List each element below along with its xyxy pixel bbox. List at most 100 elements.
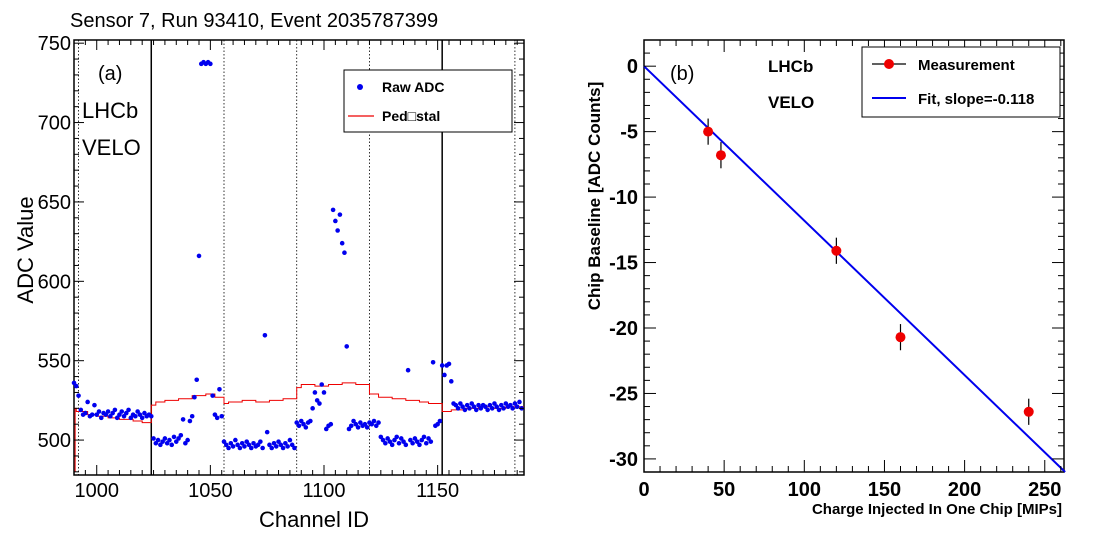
y-tick-label: -20	[609, 318, 638, 340]
raw-adc-point	[405, 367, 411, 373]
raw-adc-point	[76, 393, 81, 398]
panel-a-legend: Raw ADC Ped□stal	[343, 69, 513, 133]
y-tick-label: -10	[609, 187, 638, 209]
raw-adc-point	[392, 437, 397, 443]
raw-adc-point	[489, 406, 495, 411]
raw-adc-point	[242, 444, 247, 449]
measurement-point	[703, 126, 714, 137]
raw-adc-point	[221, 439, 227, 444]
raw-adc-point	[114, 415, 120, 421]
panel-b-legend-box	[861, 46, 1061, 118]
raw-adc-point	[483, 404, 488, 410]
raw-adc-point	[112, 407, 118, 413]
raw-adc-point	[494, 404, 500, 410]
raw-adc-point	[335, 228, 340, 233]
raw-adc-point	[121, 413, 127, 419]
raw-adc-point	[296, 423, 302, 429]
legend-fit-label: Fit, slope=-0.118	[918, 91, 1034, 108]
raw-adc-point	[364, 425, 370, 430]
raw-adc-point	[276, 439, 281, 444]
panel-a: Sensor 7, Run 93410, Event 2035787399 10…	[13, 10, 525, 532]
raw-adc-point	[455, 406, 461, 411]
raw-adc-point	[342, 250, 347, 256]
raw-adc-point	[160, 439, 165, 444]
raw-adc-point	[371, 418, 377, 424]
raw-adc-point	[180, 417, 186, 422]
raw-adc-point	[492, 401, 497, 406]
raw-adc-point	[171, 434, 177, 440]
raw-adc-point	[303, 425, 309, 430]
raw-adc-point	[373, 423, 379, 429]
panel-b-annotation-lhcb: LHCb	[768, 57, 813, 76]
raw-adc-point	[344, 344, 350, 349]
raw-adc-point	[412, 436, 418, 441]
measurement-point	[715, 150, 726, 161]
raw-adc-point	[414, 439, 420, 444]
raw-adc-point	[94, 412, 100, 417]
y-tick-label: 0	[627, 56, 638, 78]
raw-adc-point	[501, 406, 506, 411]
raw-adc-point	[237, 445, 243, 451]
raw-adc-point	[98, 415, 104, 421]
raw-adc-point	[178, 433, 184, 438]
raw-adc-point	[139, 415, 145, 421]
raw-adc-point	[353, 421, 359, 427]
raw-adc-point	[380, 437, 386, 443]
y-tick-label: -30	[609, 449, 638, 471]
raw-adc-point	[460, 404, 465, 410]
panel-b-y-axis: 0 -5 -10 -15 -20 -25 -30	[609, 39, 1064, 473]
panel-b-label: (b)	[670, 63, 694, 85]
raw-adc-point	[448, 379, 454, 384]
raw-adc-point	[398, 436, 404, 441]
raw-adc-point	[258, 439, 263, 444]
raw-adc-point	[137, 412, 143, 417]
raw-adc-point	[244, 439, 250, 444]
panel-a-x-axis-label: Channel ID	[259, 507, 369, 532]
legend-raw-adc-marker	[357, 84, 363, 90]
raw-adc-point	[337, 212, 343, 217]
raw-adc-point	[487, 402, 493, 408]
legend-pedestal-label: Ped□stal	[382, 108, 440, 124]
raw-adc-point	[148, 413, 154, 419]
raw-adc-point	[323, 426, 329, 432]
raw-adc-point	[89, 412, 95, 417]
raw-adc-point	[351, 418, 356, 424]
raw-adc-point	[210, 393, 215, 398]
raw-adc-point	[462, 407, 468, 413]
raw-adc-point	[408, 437, 413, 443]
raw-adc-point	[155, 437, 161, 443]
raw-adc-point	[194, 377, 200, 383]
raw-adc-point	[230, 444, 236, 449]
raw-adc-point	[514, 404, 520, 410]
raw-adc-point	[287, 437, 293, 443]
raw-adc-point	[110, 410, 115, 416]
raw-adc-point	[153, 440, 159, 446]
raw-adc-point	[314, 398, 320, 403]
raw-adc-point	[105, 409, 111, 414]
raw-adc-point	[108, 413, 113, 419]
raw-adc-point	[158, 442, 163, 448]
raw-adc-point	[308, 418, 313, 424]
raw-adc-point	[294, 420, 300, 425]
raw-adc-point	[362, 421, 368, 427]
raw-adc-point	[267, 442, 272, 448]
raw-adc-point	[298, 418, 304, 424]
raw-adc-point	[217, 386, 222, 392]
raw-adc-point	[85, 399, 90, 405]
measurement-series	[703, 118, 1034, 425]
raw-adc-point	[219, 413, 225, 419]
raw-adc-point	[394, 434, 400, 440]
raw-adc-point	[385, 436, 390, 441]
raw-adc-point	[142, 410, 147, 416]
raw-adc-point	[339, 240, 345, 246]
fit-series	[643, 65, 1066, 473]
y-tick-label: 600	[38, 271, 71, 293]
raw-adc-point	[476, 402, 481, 408]
raw-adc-point	[151, 436, 156, 441]
raw-adc-point	[71, 380, 77, 386]
raw-adc-point	[278, 442, 284, 448]
x-tick-label: 150	[868, 479, 901, 501]
pedestal-line	[74, 382, 524, 424]
raw-adc-point	[421, 434, 427, 440]
x-tick-label: 1100	[302, 480, 345, 502]
